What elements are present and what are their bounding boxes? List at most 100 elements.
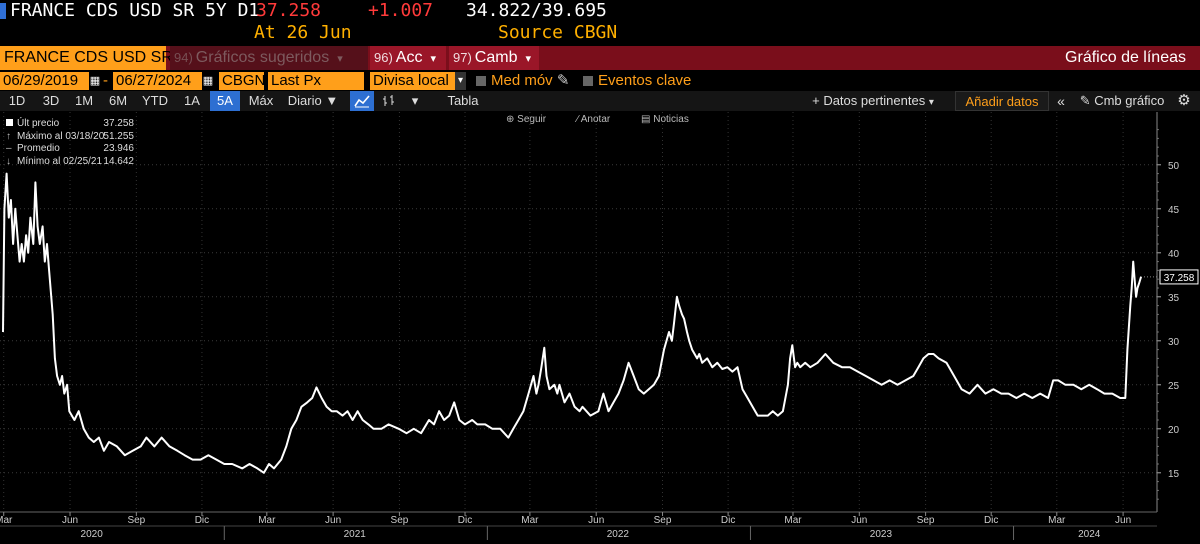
change-menu[interactable]: 97) Camb ▾ — [449, 46, 539, 70]
legend-swatch-icon — [6, 119, 13, 126]
table-button[interactable]: Tabla — [447, 93, 479, 108]
security-field[interactable]: FRANCE CDS USD SR — [0, 46, 173, 70]
x-tick-label: Dic — [721, 515, 735, 526]
change-chart-button[interactable]: ✎ Cmb gráfico — [1079, 93, 1165, 108]
follow-tool[interactable]: ⊕ Seguir — [506, 114, 547, 125]
chevron-down-icon: ▾ — [525, 53, 532, 65]
ticker-name: FRANCE CDS USD SR 5Y D1 — [10, 0, 260, 21]
arrow-up-icon: ↑ — [6, 130, 11, 142]
y-tick-label: 35 — [1168, 293, 1180, 304]
year-label: 2020 — [81, 529, 104, 540]
x-tick-label: Jun — [1115, 515, 1131, 526]
chevron-down-icon: ▾ — [430, 53, 436, 65]
moving-average-checkbox[interactable] — [476, 76, 486, 86]
last-price: 37.258 — [256, 0, 322, 21]
calendar-icon[interactable]: ▦ — [89, 75, 101, 87]
currency-selector[interactable]: Divisa local ▾ — [370, 72, 466, 90]
collapse-icon[interactable]: « — [1057, 93, 1065, 109]
y-axis: 15 20 25 30 35 40 45 50 — [1156, 112, 1180, 512]
x-axis: Mar Jun Sep Dic Mar Jun Sep Dic Mar Jun Sep Dic Mar J… — [0, 511, 1157, 540]
gear-icon[interactable]: ⚙ — [1177, 92, 1191, 109]
period-1a[interactable]: 1A — [184, 93, 200, 108]
period-5a[interactable]: 5A — [210, 91, 240, 111]
x-tick-label: Mar — [258, 515, 276, 526]
last-value-box — [1159, 269, 1199, 285]
legend-row-max: ↑ Máximo al 03/18/20 51.255 — [6, 130, 134, 142]
y-tick-label: 50 — [1168, 161, 1180, 172]
y-tick-label: 20 — [1168, 425, 1180, 436]
parameter-row: 06/29/2019 ▦ - 06/27/2024 ▦ CBGN Last Px… — [0, 72, 1200, 91]
chevron-down-icon: ▾ — [337, 53, 343, 65]
x-tick-label: Mar — [784, 515, 802, 526]
year-label: 2024 — [1078, 529, 1101, 540]
dropdown-icon[interactable]: ▾ — [411, 93, 419, 108]
chevron-down-icon: ▾ — [928, 97, 934, 108]
moving-average-label[interactable]: Med móv ✎ — [491, 72, 570, 89]
x-tick-label: Mar — [521, 515, 539, 526]
chart-toolbar: 1D 3D 1M 6M YTD 1A 5A Máx Diario ▼ ▾ Tab… — [0, 91, 1200, 111]
chart-tools: ⊕ Seguir ∕ Anotar ▤ Noticias — [506, 113, 717, 127]
y-tick-label: 15 — [1168, 469, 1180, 480]
annotate-tool[interactable]: ∕ Anotar — [576, 114, 611, 125]
chart-type-title: Gráfico de líneas — [1065, 49, 1186, 66]
field-selector[interactable]: Last Px — [268, 72, 364, 90]
x-tick-label: Sep — [917, 515, 935, 526]
price-change: +1.007 — [368, 0, 434, 21]
header-row-2: At 26 Jun Source CBGN — [10, 22, 1190, 44]
source-field[interactable]: CBGN — [219, 72, 265, 90]
y-tick-label: 40 — [1168, 249, 1180, 260]
x-tick-label: Sep — [654, 515, 672, 526]
start-date-field[interactable]: 06/29/2019 — [0, 72, 89, 90]
news-tool[interactable]: ▤ Noticias — [641, 114, 689, 125]
security-header: FRANCE CDS USD SR 5Y D1 37.258 +1.007 34… — [0, 0, 1200, 44]
x-tick-label: Dic — [195, 515, 209, 526]
x-tick-label: Jun — [588, 515, 604, 526]
date-separator: - — [103, 72, 108, 89]
period-1m[interactable]: 1M — [74, 93, 94, 108]
grid-lines — [0, 112, 1157, 512]
x-tick-label: Sep — [127, 515, 145, 526]
price-line — [2, 172, 1143, 474]
blue-marker — [0, 3, 6, 19]
average-icon: – — [6, 143, 12, 154]
price-series: 37.258 — [2, 172, 1199, 474]
actions-menu[interactable]: 96) Acc ▾ — [370, 46, 446, 70]
x-tick-label: Mar — [0, 515, 13, 526]
year-label: 2021 — [344, 529, 367, 540]
chart-legend: Últ precio 37.258 ↑ Máximo al 03/18/20 51.2… — [6, 118, 134, 168]
x-tick-label: Mar — [1048, 515, 1066, 526]
y-tick-label: 45 — [1168, 205, 1180, 216]
legend-row-last: Últ precio 37.258 — [6, 118, 134, 131]
year-label: 2023 — [870, 529, 893, 540]
calendar-icon[interactable]: ▦ — [202, 75, 214, 87]
period-3d[interactable]: 3D — [42, 93, 60, 108]
frequency-selector[interactable]: Diario ▼ — [287, 93, 339, 108]
pencil-icon[interactable]: ✎ — [556, 72, 570, 89]
price-source: Source CBGN — [498, 22, 618, 43]
legend-row-avg: – Promedio 23.946 — [6, 143, 134, 154]
related-data-menu[interactable]: + Datos pertinentes ▾ — [812, 93, 934, 108]
pencil-icon: ✎ — [1079, 93, 1091, 108]
line-chart-icon[interactable] — [350, 91, 374, 111]
legend-row-min: ↓ Mínimo al 02/25/21 14.642 — [6, 155, 134, 167]
chevron-down-icon: ▾ — [455, 72, 466, 90]
as-of-date: At 26 Jun — [254, 22, 352, 43]
year-label: 2022 — [607, 529, 630, 540]
key-events-label[interactable]: Eventos clave — [598, 72, 692, 89]
bar-chart-icon[interactable] — [378, 91, 400, 111]
suggested-charts-menu[interactable]: 94) Gráficos sugeridos ▾ — [170, 46, 368, 70]
key-events-checkbox[interactable] — [583, 76, 593, 86]
add-data-button[interactable]: Añadir datos — [955, 91, 1049, 111]
header-row-1: FRANCE CDS USD SR 5Y D1 37.258 +1.007 34… — [10, 0, 1190, 22]
period-max[interactable]: Máx — [248, 93, 274, 108]
price-chart[interactable]: 15 20 25 30 35 40 45 50 Mar Jun Sep Dic Mar Jun Sep Di… — [0, 112, 1200, 544]
end-date-field[interactable]: 06/27/2024 — [113, 72, 202, 90]
x-tick-label: Sep — [391, 515, 409, 526]
period-6m[interactable]: 6M — [108, 93, 128, 108]
x-tick-label: Dic — [458, 515, 472, 526]
command-bar: FRANCE CDS USD SR 94) Gráficos sugeridos ▾… — [0, 46, 1200, 70]
period-1d[interactable]: 1D — [8, 93, 26, 108]
period-ytd[interactable]: YTD — [142, 93, 168, 108]
y-tick-label: 30 — [1168, 337, 1180, 348]
x-tick-label: Jun — [62, 515, 78, 526]
